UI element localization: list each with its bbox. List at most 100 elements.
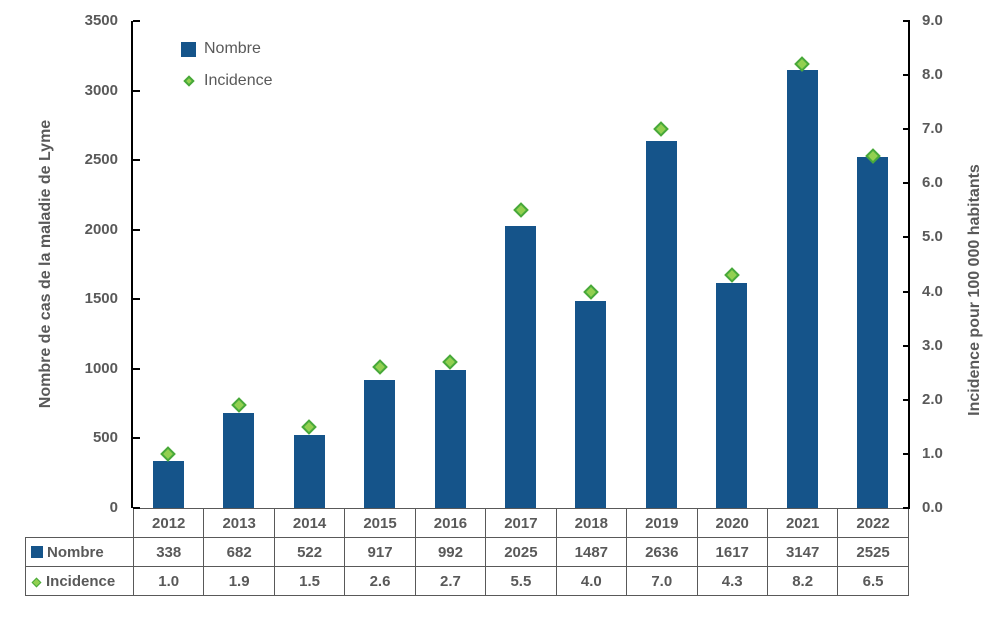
nombre-value-cell: 992 — [414, 537, 487, 567]
diamond-2014 — [301, 419, 317, 435]
bar-2015 — [364, 380, 396, 508]
nombre-value-cell: 1617 — [696, 537, 768, 567]
left-axis-tick — [133, 89, 140, 92]
bar-2020 — [716, 283, 748, 508]
nombre-value-cell: 1487 — [555, 537, 628, 567]
incidence-value-cell: 2.7 — [414, 566, 487, 596]
right-axis-tick-label: 3.0 — [922, 336, 943, 354]
right-axis-line — [908, 21, 910, 508]
right-axis-tick — [903, 236, 910, 239]
nombre-value-cell: 917 — [344, 537, 416, 567]
nombre-value-cell: 522 — [273, 537, 346, 567]
legend-item-incidence: Incidence — [181, 72, 273, 90]
right-axis-tick — [903, 74, 910, 77]
legend-label-nombre: Nombre — [204, 40, 261, 57]
left-axis-tick-label: 3500 — [84, 12, 118, 29]
row-label-cell-incidence: Incidence — [25, 566, 134, 596]
left-axis-tick-label: 0 — [109, 499, 118, 516]
bar-2019 — [645, 141, 677, 508]
incidence-value-cell: 1.0 — [132, 566, 205, 596]
table-row-nombre: Nombre 338 682 522 917 992 2025 1487 2636 1617 314… — [25, 537, 909, 567]
legend-label-incidence: Incidence — [204, 72, 273, 89]
diamond-series-swatch-icon — [181, 74, 196, 89]
right-axis-tick-label: 8.0 — [922, 66, 943, 84]
row-label-cell-nombre: Nombre — [25, 537, 134, 567]
incidence-value-cell: 1.9 — [203, 566, 275, 596]
year-header-cell: 2017 — [485, 508, 557, 538]
left-axis-tick — [133, 298, 140, 301]
right-axis-tick — [903, 290, 910, 293]
diamond-series-swatch-icon — [31, 577, 42, 587]
year-header-cell: 2014 — [273, 508, 346, 538]
table-row-incidence: Incidence 1.0 1.9 1.5 2.6 2.7 5.5 4.0 7.0 4.3 8.2 6… — [25, 566, 909, 596]
nombre-value-cell: 682 — [203, 537, 275, 567]
left-axis-tick-label: 2500 — [84, 151, 118, 169]
right-axis-tick-label: 6.0 — [922, 174, 943, 192]
left-axis-tick-label: 2000 — [84, 220, 118, 238]
incidence-value-cell: 8.2 — [766, 566, 839, 596]
right-axis-tick — [903, 507, 910, 509]
left-axis-tick-label: 500 — [92, 429, 118, 447]
left-axis-tick — [133, 228, 140, 231]
bar-series-swatch-icon — [31, 545, 43, 558]
incidence-value-cell: 7.0 — [626, 566, 698, 596]
bar-2012 — [152, 460, 184, 508]
right-axis-tick-label: 9.0 — [922, 12, 943, 29]
year-header-cell: 2022 — [837, 508, 909, 538]
year-header-cell: 2015 — [344, 508, 416, 538]
incidence-value-cell: 4.0 — [555, 566, 628, 596]
left-axis-tick — [133, 20, 140, 22]
nombre-value-cell: 338 — [132, 537, 205, 567]
diamond-2018 — [583, 283, 599, 300]
left-axis-tick-label: 1500 — [84, 290, 118, 308]
year-header-cell: 2013 — [203, 508, 275, 538]
incidence-value-cell: 1.5 — [273, 566, 346, 596]
right-axis-tick-label: 0.0 — [922, 499, 943, 516]
left-axis-tick — [133, 507, 140, 509]
left-axis-tick-label: 1000 — [84, 359, 118, 377]
year-header-cell: 2019 — [626, 508, 698, 538]
right-axis-tick-label: 2.0 — [922, 390, 943, 408]
right-axis-tick-label: 5.0 — [922, 228, 943, 246]
nombre-value-cell: 2025 — [485, 537, 557, 567]
diamond-2013 — [230, 397, 247, 413]
bar-2022 — [857, 156, 889, 508]
right-axis-tick — [903, 344, 910, 347]
incidence-value-cell: 2.6 — [344, 566, 416, 596]
incidence-value-cell: 6.5 — [837, 566, 909, 596]
right-axis-tick-label: 7.0 — [922, 120, 943, 138]
year-header-cell: 2021 — [766, 508, 839, 538]
bar-2013 — [223, 413, 255, 508]
left-axis-line — [131, 21, 133, 508]
right-axis-tick — [903, 398, 910, 401]
bar-2016 — [434, 369, 466, 508]
diamond-2015 — [371, 359, 388, 376]
right-axis-tick — [903, 182, 910, 185]
nombre-value-cell: 2525 — [837, 537, 909, 567]
nombre-value-cell: 2636 — [626, 537, 698, 567]
right-axis-tick — [903, 452, 910, 455]
bar-series-swatch-icon — [181, 41, 196, 57]
left-axis-tick — [133, 159, 140, 162]
incidence-value-cell: 4.3 — [696, 566, 768, 596]
right-axis-tick-label: 1.0 — [922, 444, 943, 462]
year-header-cell: 2016 — [414, 508, 487, 538]
left-axis-tick-label: 3000 — [84, 81, 118, 99]
bar-2021 — [786, 70, 818, 508]
nombre-value-cell: 3147 — [766, 537, 839, 567]
bar-2017 — [505, 226, 536, 508]
year-header-cell: 2018 — [555, 508, 628, 538]
diamond-2019 — [653, 121, 670, 137]
right-axis-tick — [903, 20, 910, 22]
year-header-cell: 2020 — [696, 508, 768, 538]
diamond-2016 — [442, 354, 458, 370]
bar-2014 — [293, 435, 325, 508]
diamond-2017 — [512, 202, 529, 219]
left-axis-tick — [133, 437, 140, 440]
bar-2018 — [575, 301, 607, 508]
diamond-2020 — [724, 267, 740, 284]
left-axis-tick — [133, 367, 140, 370]
legend-item-nombre: Nombre — [181, 40, 273, 58]
table-year-row: 2012 2013 2014 2015 2016 2017 2018 2019 2020 2021… — [26, 508, 909, 538]
incidence-value-cell: 5.5 — [485, 566, 557, 596]
